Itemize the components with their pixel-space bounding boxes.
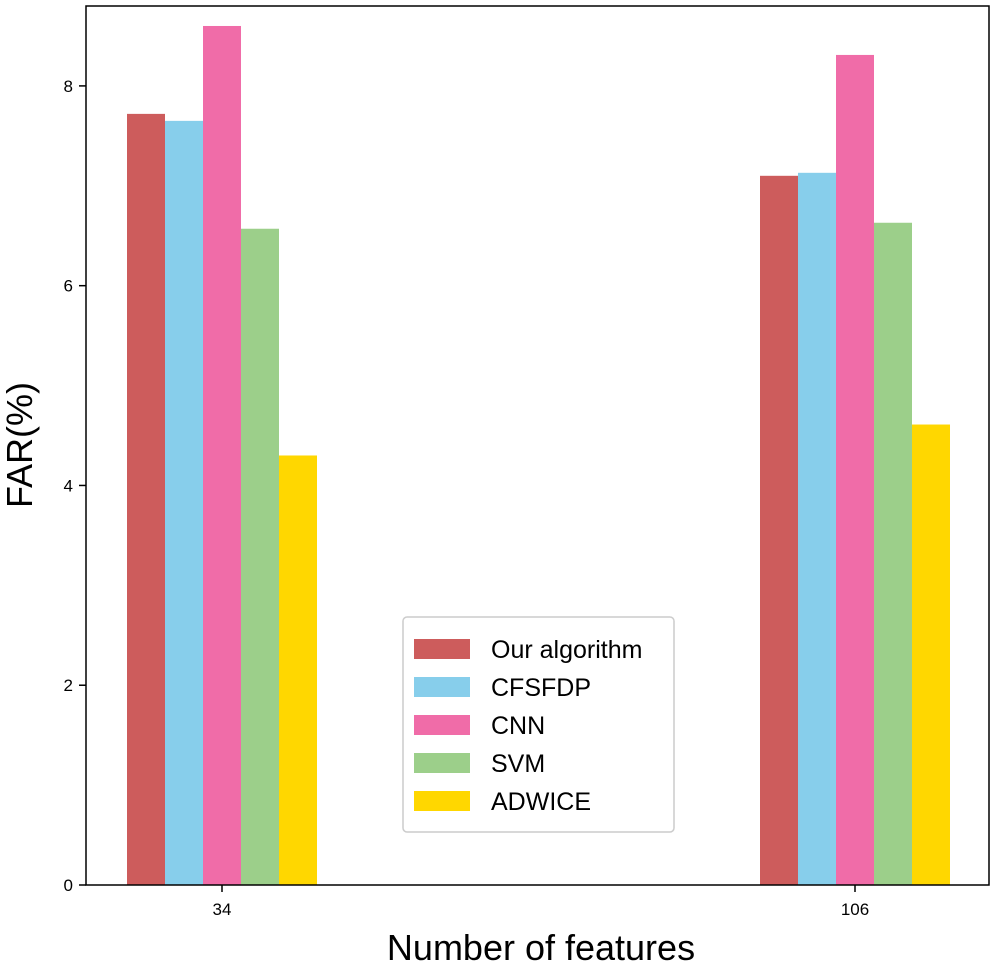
- legend-label: Our algorithm: [491, 636, 642, 664]
- x-tick-label: 34: [213, 900, 232, 919]
- legend-swatch: [414, 639, 470, 659]
- bar-cfsfdp-34: [165, 120, 203, 885]
- legend-label: CNN: [491, 712, 545, 740]
- bar-svm-106: [874, 222, 912, 885]
- plot-frame: [85, 5, 990, 886]
- axes-group: 0 2 4 6 8 34 106: [64, 5, 990, 919]
- bar-our-algorithm-34: [127, 113, 165, 886]
- bar-svm-34: [241, 228, 279, 886]
- y-tick-label: 4: [64, 476, 73, 495]
- y-tick-label: 8: [64, 77, 73, 96]
- y-tick-label: 6: [64, 277, 73, 296]
- bar-cnn-34: [203, 25, 241, 885]
- y-tick-label: 0: [64, 876, 73, 895]
- legend-box: [402, 616, 675, 833]
- legend-swatch: [414, 753, 470, 773]
- bar-adwice-106: [912, 424, 950, 885]
- legend-label: SVM: [491, 750, 545, 778]
- bar-cnn-106: [836, 54, 874, 885]
- y-axis-label: FAR(%): [0, 382, 40, 508]
- legend-swatch: [414, 677, 470, 697]
- bar-cfsfdp-106: [798, 172, 836, 885]
- x-tick-label: 106: [841, 900, 869, 919]
- legend-label: ADWICE: [491, 788, 591, 816]
- legend-swatch: [414, 715, 470, 735]
- bar-our-algorithm-106: [760, 175, 798, 885]
- legend: Our algorithm CFSFDP CNN SVM ADWICE: [402, 616, 675, 833]
- y-tick-label: 2: [64, 676, 73, 695]
- bars-group: [127, 25, 950, 886]
- legend-swatch: [414, 791, 470, 811]
- legend-label: CFSFDP: [491, 674, 591, 702]
- x-axis-label: Number of features: [387, 927, 695, 968]
- bar-adwice-34: [279, 455, 317, 885]
